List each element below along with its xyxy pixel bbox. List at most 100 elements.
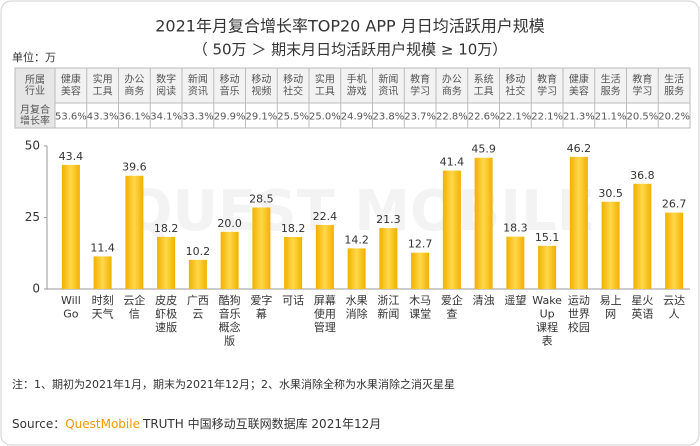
- bar: [188, 259, 207, 289]
- x-tick-label: 广西云: [187, 294, 209, 321]
- x-tick-label: 星火英语: [631, 294, 653, 321]
- value-label: 41.4: [440, 156, 465, 169]
- table-growth: 34.1%: [150, 112, 182, 123]
- x-tick-label: 可话: [282, 294, 304, 307]
- x-tick-label: Will Go: [61, 294, 81, 321]
- table-industry: 教育学习: [632, 73, 652, 98]
- value-label: 28.5: [249, 192, 274, 205]
- bar: [284, 236, 303, 289]
- value-label: 36.8: [630, 169, 655, 182]
- value-label: 18.3: [503, 222, 528, 235]
- table-row-header: 月复合增长率: [20, 103, 50, 127]
- table-growth: 22.1%: [499, 112, 531, 123]
- table-growth: 53.6%: [55, 112, 87, 123]
- table-industry: 生活服务: [601, 73, 621, 98]
- bar: [347, 248, 366, 289]
- source-text: TRUTH 中国移动互联网数据库 2021年12月: [142, 416, 381, 431]
- table-value-row: [14, 102, 691, 129]
- x-tick-label: 酷狗音乐概念版: [219, 294, 241, 348]
- bar: [665, 212, 684, 289]
- table-industry: 教育学习: [537, 73, 557, 98]
- table-industry: 手机游戏: [347, 73, 367, 98]
- value-label: 22.4: [313, 210, 338, 223]
- table-industry: 新闻资讯: [378, 73, 398, 98]
- x-tick-label: 云企信: [123, 293, 145, 321]
- note: 注：1、期初为2021年1月，期末为2021年12月；2、水果消除全称为水果消除…: [12, 377, 455, 391]
- table-growth: 25.5%: [277, 112, 309, 123]
- x-tick-label: 遥望: [504, 294, 526, 307]
- table-industry: 教育学习: [410, 73, 430, 98]
- table-industry: 实用工具: [315, 73, 335, 98]
- value-label: 14.2: [344, 233, 369, 246]
- value-label: 20.0: [217, 217, 242, 230]
- value-label: 18.2: [281, 222, 306, 235]
- table-growth: 22.1%: [531, 112, 563, 123]
- y-tick-label: 50: [25, 139, 40, 153]
- table-growth: 20.2%: [658, 112, 690, 123]
- value-label: 30.5: [598, 187, 623, 200]
- bar: [61, 164, 80, 289]
- bar: [474, 157, 493, 289]
- value-label: 26.7: [662, 198, 687, 211]
- value-label: 39.6: [122, 161, 147, 174]
- x-tick-label: 屏幕使用管理: [314, 293, 336, 334]
- table-growth: 29.9%: [214, 112, 246, 123]
- table-growth: 33.3%: [182, 112, 214, 123]
- table-industry: 移动社交: [505, 73, 525, 98]
- y-tick-label: 0: [32, 282, 40, 296]
- x-tick-label: 皮皮虾极速版: [155, 294, 177, 334]
- bar: [157, 236, 176, 289]
- x-tick-label: 浙江新闻: [377, 294, 399, 321]
- table-growth: 23.7%: [404, 112, 436, 123]
- table-industry: 系统工具: [474, 73, 494, 98]
- bar: [569, 156, 588, 289]
- x-tick-label: 时刻天气: [92, 293, 114, 321]
- table-growth: 22.6%: [468, 112, 500, 123]
- bar: [379, 228, 398, 289]
- source-prefix: Source：: [12, 417, 65, 431]
- x-tick-label: 木马课堂: [409, 294, 431, 321]
- source-brand: QuestMobile: [65, 417, 140, 431]
- table-industry: 移动音乐: [220, 73, 240, 98]
- table-growth: 22.8%: [436, 112, 468, 123]
- bar: [220, 231, 239, 289]
- bar: [538, 245, 557, 289]
- value-label: 45.9: [471, 143, 496, 156]
- table-growth: 23.8%: [372, 112, 404, 123]
- value-label: 43.4: [59, 150, 84, 163]
- table-growth: 21.3%: [563, 112, 595, 123]
- table-row-header: 所属行业: [25, 74, 45, 97]
- table-header-row: [14, 67, 691, 104]
- bar: [506, 236, 525, 289]
- bar: [315, 224, 334, 289]
- subtitle: （ 50万 ＞ 期末月日均活跃用户规模 ≥ 10万）: [193, 41, 508, 59]
- bar: [442, 170, 461, 289]
- y-tick-label: 25: [25, 210, 40, 224]
- watermark: QUEST MOBILE: [125, 179, 595, 244]
- x-tick-label: 运动世界校园: [568, 294, 590, 334]
- table-growth: 24.9%: [341, 112, 373, 123]
- table-industry: 办公商务: [124, 73, 144, 98]
- x-tick-label: Wake Up 课程表: [532, 294, 562, 348]
- table-industry: 新闻资讯: [188, 73, 208, 98]
- bar: [93, 256, 112, 289]
- value-label: 10.2: [186, 245, 211, 258]
- title: 2021年月复合增长率TOP20 APP 月日均活跃用户规模: [155, 17, 545, 36]
- x-tick-label: 爱字幕: [250, 293, 272, 321]
- table-industry: 移动社交: [283, 73, 303, 98]
- table-growth: 25.0%: [309, 112, 341, 123]
- x-tick-label: 易上网: [600, 294, 622, 321]
- table-growth: 29.1%: [245, 112, 277, 123]
- table-industry: 办公商务: [442, 73, 462, 98]
- table-industry: 数字阅读: [156, 73, 176, 98]
- table-growth: 20.5%: [626, 112, 658, 123]
- bar: [601, 201, 620, 289]
- value-label: 21.3: [376, 213, 401, 226]
- table-industry: 健康美容: [569, 73, 589, 98]
- bar: [252, 207, 271, 289]
- x-tick-label: 水果消除: [346, 294, 368, 321]
- value-label: 46.2: [567, 142, 592, 155]
- source: Source：QuestMobile TRUTH 中国移动互联网数据库 2021年…: [12, 416, 381, 431]
- x-tick-label: 爱企查: [441, 293, 463, 321]
